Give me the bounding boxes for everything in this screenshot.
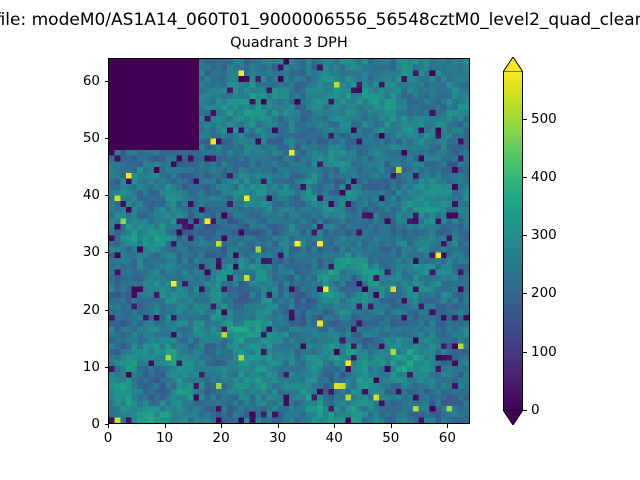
y-tick-label: 20	[82, 301, 100, 318]
y-tick-mark	[104, 252, 108, 254]
x-tick-label: 50	[382, 430, 400, 446]
colorbar-tick-label: 300	[531, 227, 557, 244]
x-tick-mark	[334, 424, 336, 428]
axes-title: Quadrant 3 DPH	[230, 35, 348, 51]
x-tick-label: 30	[269, 430, 287, 446]
colorbar-tick-mark	[523, 293, 527, 295]
y-tick-mark	[104, 195, 108, 197]
x-tick-label: 20	[212, 430, 230, 446]
colorbar-body	[503, 72, 523, 410]
y-tick-mark	[104, 366, 108, 368]
y-tick-mark	[104, 424, 108, 425]
colorbar-tick-mark	[523, 118, 527, 120]
y-tick-label: 10	[82, 358, 100, 375]
x-tick-mark	[108, 424, 109, 428]
colorbar-extend-min-arrow-icon	[503, 410, 523, 425]
y-tick-label: 30	[82, 244, 100, 261]
colorbar-tick-mark	[523, 351, 527, 353]
x-tick-label: 0	[103, 430, 113, 446]
colorbar: 0 100 200 300 400 500	[503, 57, 557, 425]
x-tick-mark	[277, 424, 279, 428]
colorbar-tick-mark	[523, 235, 527, 237]
y-tick-label: 50	[82, 130, 100, 147]
colorbar-tick-label: 200	[531, 285, 557, 302]
y-tick-label: 40	[82, 187, 100, 204]
heatmap-image	[109, 59, 469, 423]
figure-suptitle-text: file: modeM0/AS1A14_060T01_9000006556_56…	[0, 10, 640, 30]
figure-suptitle: file: modeM0/AS1A14_060T01_9000006556_56…	[0, 8, 640, 32]
colorbar-extend-max-arrow-icon	[503, 57, 523, 72]
y-tick-mark	[104, 138, 108, 140]
y-tick-label: 0	[91, 416, 100, 432]
colorbar-tick-mark	[523, 410, 527, 411]
x-tick-mark	[447, 424, 449, 428]
heatmap-axes	[108, 58, 470, 424]
colorbar-tick-label: 100	[531, 343, 557, 360]
x-tick-label: 60	[438, 430, 456, 446]
colorbar-tick-label: 400	[531, 168, 557, 185]
y-tick-mark	[104, 309, 108, 311]
colorbar-gradient	[504, 72, 522, 410]
y-tick-label: 60	[82, 72, 100, 89]
colorbar-tick-mark	[523, 176, 527, 178]
y-tick-mark	[104, 80, 108, 82]
x-tick-mark	[164, 424, 166, 428]
x-tick-mark	[221, 424, 223, 428]
colorbar-tick-label: 0	[531, 402, 540, 418]
x-tick-mark	[390, 424, 392, 428]
x-tick-label: 40	[325, 430, 343, 446]
colorbar-tick-label: 500	[531, 110, 557, 127]
x-tick-label: 10	[155, 430, 174, 446]
